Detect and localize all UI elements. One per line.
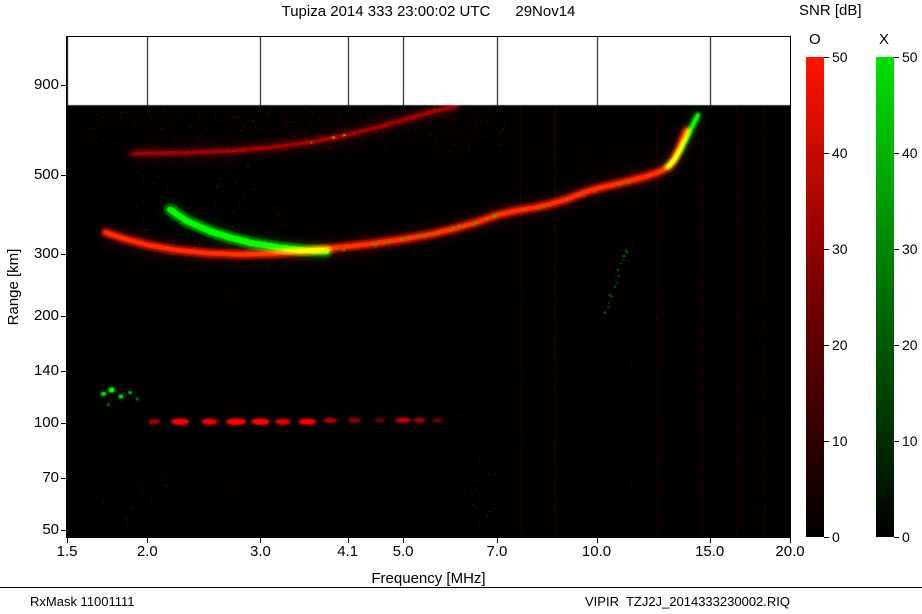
- x-tick-label: 4.1: [337, 543, 359, 560]
- y-tick-label: 500: [33, 166, 59, 184]
- y-tick-label: 50: [42, 521, 59, 539]
- colorbar-tick-mark: [824, 345, 829, 346]
- colorbar-tick-mark: [824, 537, 829, 538]
- x-tick-mark: [147, 538, 149, 543]
- colorbar-tick-label: 50: [832, 49, 848, 65]
- colorbar-tick-label: 40: [832, 145, 848, 161]
- x-tick-label: 3.0: [250, 543, 271, 560]
- colorbar-tick-label: 50: [902, 49, 918, 65]
- x-tick-mark: [596, 538, 598, 543]
- colorbar-tick-label: 40: [902, 145, 918, 161]
- colorbar-title: SNR [dB]: [799, 2, 862, 19]
- x-tick-mark: [496, 538, 498, 543]
- x-tick-mark: [347, 538, 349, 543]
- y-tick-mark: [61, 371, 66, 373]
- y-tick-label: 70: [42, 469, 59, 487]
- colorbar-tick-mark: [894, 537, 899, 538]
- figure-title: Tupiza 2014 333 23:00:02 UTC 29Nov14: [281, 3, 576, 20]
- y-tick-label: 100: [33, 414, 59, 432]
- x-tick-mark: [790, 538, 791, 543]
- colorbar-tick-label: 10: [902, 433, 918, 449]
- colorbar-tick-label: 20: [902, 337, 918, 353]
- y-tick-mark: [61, 316, 66, 318]
- colorbar-tick-mark: [824, 249, 829, 250]
- x-tick-mark: [403, 538, 405, 543]
- y-tick-label: 300: [33, 244, 59, 262]
- colorbar-tick-mark: [894, 441, 899, 442]
- colorbar-tick-mark: [894, 153, 899, 154]
- x-tick-label: 5.0: [392, 543, 414, 560]
- y-tick-mark: [61, 478, 66, 480]
- y-tick-label: 200: [33, 307, 59, 325]
- rxmask-text: RxMask 11001111: [30, 594, 135, 609]
- plot-frame: [66, 36, 791, 538]
- colorbar-tick-label: 10: [832, 433, 848, 449]
- colorbar-tick-mark: [894, 57, 899, 58]
- colorbar-tick-mark: [824, 153, 829, 154]
- colorbar-tick-label: 0: [832, 529, 840, 545]
- colorbar-tick-label: 30: [902, 241, 918, 257]
- y-tick-mark: [61, 530, 66, 532]
- colorbar-tick-mark: [824, 441, 829, 442]
- ionogram-canvas: [67, 37, 790, 537]
- x-tick-mark: [67, 538, 68, 543]
- y-tick-mark: [61, 175, 66, 177]
- y-tick-label: 140: [33, 362, 59, 380]
- x-tick-label: 1.5: [56, 543, 78, 560]
- x-tick-label: 2.0: [136, 543, 158, 560]
- colorbar-tick-mark: [894, 249, 899, 250]
- x-tick-mark: [260, 538, 262, 543]
- colorbar-o: [806, 57, 824, 537]
- filename-text: VIPIR TZJ2J_2014333230002.RIQ: [585, 594, 790, 609]
- x-tick-label: 15.0: [695, 543, 725, 560]
- colorbar-tick-label: 20: [832, 337, 848, 353]
- colorbar-tick-mark: [824, 57, 829, 58]
- colorbar-tick-mark: [894, 345, 899, 346]
- colorbar-tick-label: 30: [832, 241, 848, 257]
- footer-divider: [0, 587, 922, 588]
- x-tick-mark: [709, 538, 711, 543]
- colorbar-series-label: O: [809, 31, 821, 48]
- x-tick-label: 10.0: [581, 543, 612, 560]
- colorbar-tick-label: 0: [902, 529, 910, 545]
- y-axis-label: Range [km]: [5, 248, 22, 326]
- y-tick-label: 900: [33, 75, 59, 93]
- y-tick-mark: [61, 253, 66, 255]
- colorbar-x: [876, 57, 894, 537]
- colorbar-series-label: X: [879, 31, 890, 48]
- y-tick-mark: [61, 84, 66, 86]
- x-tick-label: 20.0: [775, 543, 805, 560]
- y-tick-mark: [61, 423, 66, 425]
- x-axis-label: Frequency [MHz]: [371, 570, 486, 587]
- x-tick-label: 7.0: [486, 543, 508, 560]
